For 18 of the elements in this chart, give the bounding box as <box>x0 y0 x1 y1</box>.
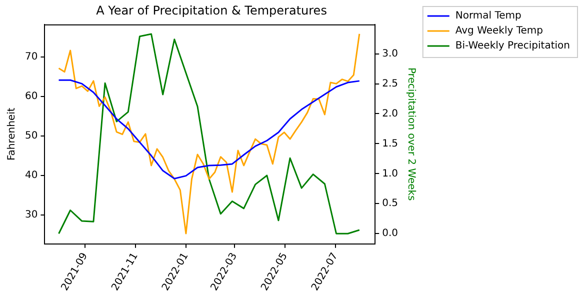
y-axis-title: Fahrenheit <box>6 108 18 161</box>
y2-axis-title: Precipitation over 2 Weeks <box>405 67 416 201</box>
legend-label: Avg Weekly Temp <box>455 26 544 37</box>
y2-tick-label: 3.0 <box>382 48 398 60</box>
y-tick-label: 30 <box>24 210 38 221</box>
y2-tick-label: 1.0 <box>382 168 398 180</box>
y-tick-label: 70 <box>24 51 38 62</box>
y2-tick-label: 0.5 <box>382 198 398 210</box>
y2-tick-label: 2.0 <box>382 108 398 120</box>
y2-tick-label: 1.5 <box>382 138 398 150</box>
y-tick-label: 50 <box>24 130 38 142</box>
y-tick-label: 40 <box>24 170 38 182</box>
legend-label: Normal Temp <box>455 10 522 22</box>
y2-tick-label: 2.5 <box>382 78 398 90</box>
y-tick-label: 60 <box>24 90 38 102</box>
y2-tick-label: 0.0 <box>382 228 398 240</box>
legend-label: Bi-Weekly Precipitation <box>455 40 570 52</box>
chart-title: A Year of Precipitation & Temperatures <box>96 3 327 18</box>
